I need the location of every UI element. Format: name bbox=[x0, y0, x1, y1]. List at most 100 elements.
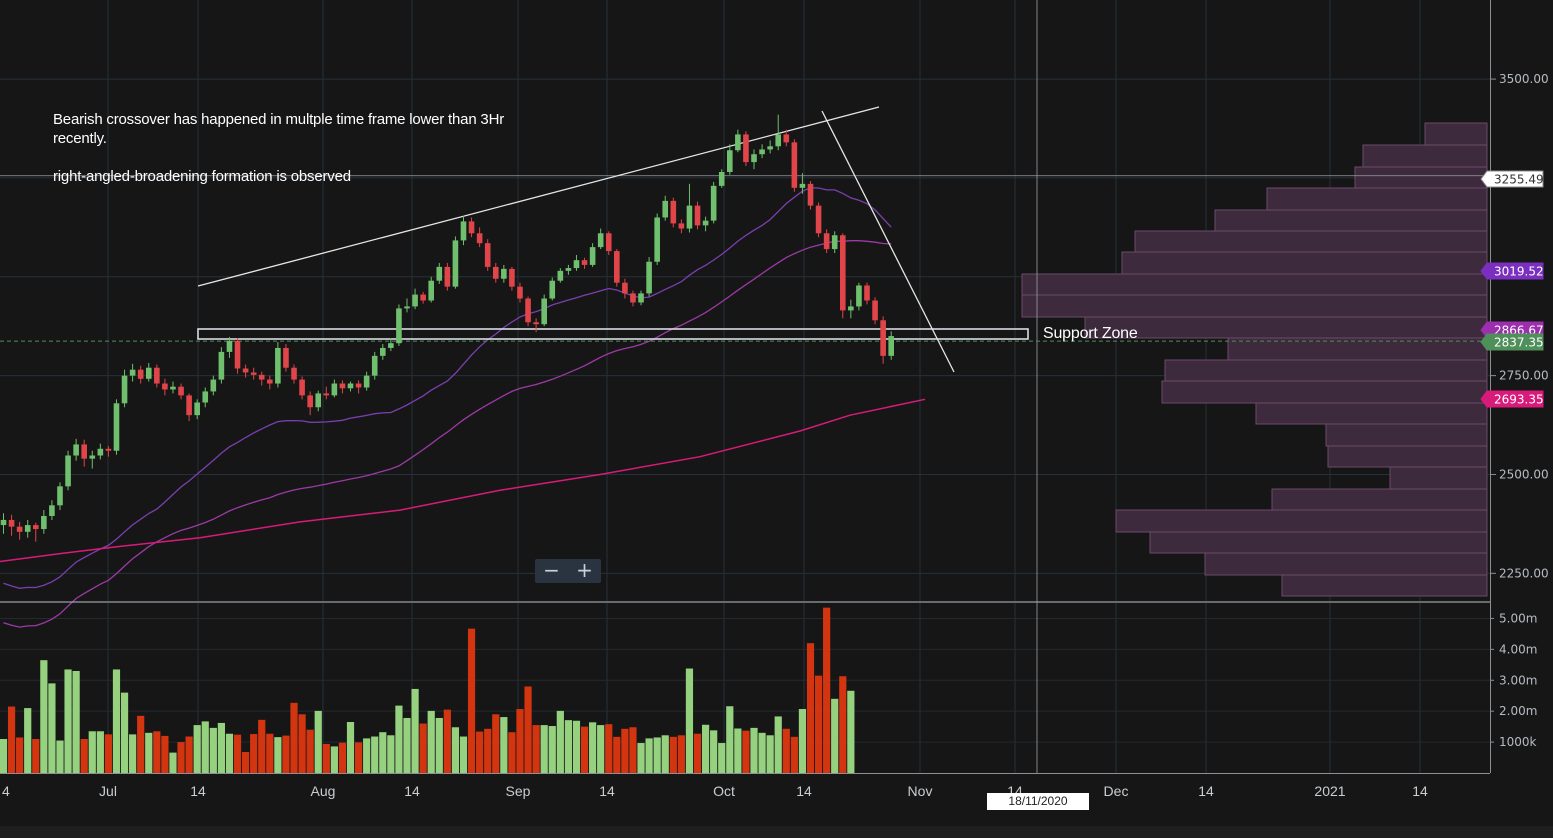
candle-body bbox=[24, 525, 31, 532]
support-zone-label[interactable]: Support Zone bbox=[1043, 325, 1138, 342]
volume-bar bbox=[56, 740, 64, 773]
candle-body bbox=[581, 260, 588, 265]
price-label-text: 3019.52 bbox=[1494, 265, 1544, 279]
candles bbox=[0, 114, 894, 542]
x-tick-label: Jul bbox=[99, 783, 117, 799]
volume-bar bbox=[129, 734, 137, 773]
volume-bar bbox=[589, 722, 597, 773]
price-tick-label: 3500.00 bbox=[1499, 72, 1549, 86]
zoom-in-button[interactable]: + bbox=[576, 558, 593, 582]
price-label-box bbox=[1480, 262, 1544, 280]
candle-body bbox=[218, 351, 225, 380]
profile-bar bbox=[1149, 531, 1488, 554]
candle-body bbox=[49, 505, 55, 516]
volume-bar bbox=[153, 731, 161, 773]
x-tick-label: Dec bbox=[1104, 783, 1129, 799]
volume-bar bbox=[766, 735, 774, 773]
candle-body bbox=[718, 171, 725, 186]
candle-body bbox=[242, 368, 249, 373]
candle-body bbox=[154, 367, 160, 384]
x-tick-label: Aug bbox=[311, 783, 336, 799]
volume-bar bbox=[40, 660, 48, 773]
candle-body bbox=[32, 525, 39, 530]
candle-body bbox=[492, 266, 499, 279]
profile-bar bbox=[1354, 166, 1488, 189]
candle-body bbox=[57, 486, 63, 506]
volume-bar bbox=[338, 742, 347, 773]
x-tick-label: 14 bbox=[796, 783, 812, 799]
volume-bar bbox=[298, 714, 306, 773]
volume-tick-label: 4.00m bbox=[1499, 642, 1537, 656]
candle-body bbox=[145, 367, 152, 379]
volume-bar bbox=[395, 705, 403, 773]
volume-bar bbox=[750, 727, 758, 773]
volume-bar bbox=[145, 732, 153, 773]
candle-body bbox=[630, 293, 636, 303]
candle-body bbox=[831, 235, 838, 250]
volume-profile bbox=[1021, 122, 1488, 597]
volume-bar bbox=[371, 736, 379, 773]
profile-bar bbox=[1362, 144, 1488, 168]
support-zone-box bbox=[197, 328, 1029, 340]
candle-body bbox=[8, 519, 15, 527]
volume-bar bbox=[0, 739, 8, 773]
candle-body bbox=[815, 205, 822, 234]
volume-bar bbox=[379, 732, 387, 773]
drawings[interactable] bbox=[0, 0, 1490, 773]
volume-bar bbox=[112, 669, 121, 773]
annotation-formation[interactable]: right-angled-broadening formation is obs… bbox=[53, 168, 351, 185]
volume-bar bbox=[32, 739, 40, 773]
volume-bar bbox=[330, 746, 338, 773]
crosshair-date-label: 18/11/2020 bbox=[987, 793, 1089, 810]
candle-body bbox=[839, 235, 846, 311]
volume-bar bbox=[387, 735, 395, 773]
volume-bar bbox=[661, 735, 669, 773]
annotation-crossover[interactable]: Bearish crossover has happened in multpl… bbox=[53, 111, 504, 147]
volume-bar bbox=[24, 708, 32, 773]
profile-bar bbox=[1327, 445, 1488, 468]
volume-bar bbox=[185, 736, 193, 773]
candle-body bbox=[283, 347, 289, 368]
candle-body bbox=[315, 393, 322, 408]
ma-50-line bbox=[3, 240, 892, 628]
volume-bar bbox=[363, 738, 371, 773]
candle-body bbox=[186, 395, 192, 416]
volume-bar bbox=[798, 709, 807, 773]
volume-bar bbox=[774, 716, 782, 773]
profile-bar bbox=[1115, 509, 1488, 533]
volume-bar bbox=[96, 731, 104, 773]
profile-bar bbox=[1325, 423, 1488, 447]
volume-bar bbox=[177, 742, 185, 773]
volume-bar bbox=[451, 727, 460, 773]
volume-bar bbox=[48, 683, 56, 773]
candle-body bbox=[501, 268, 507, 279]
x-tick-label: 4 bbox=[2, 783, 10, 799]
volume-bar bbox=[718, 743, 726, 773]
candle-body bbox=[759, 149, 765, 155]
volume-bar bbox=[233, 734, 242, 773]
candle-body bbox=[670, 200, 677, 224]
profile-bar bbox=[1214, 209, 1488, 232]
candle-body bbox=[573, 260, 580, 269]
volume-bar bbox=[120, 692, 129, 773]
x-tick-label: 14 bbox=[190, 783, 206, 799]
ma-20-line bbox=[3, 187, 892, 589]
volume-bar bbox=[306, 729, 314, 773]
x-tick-label: 14 bbox=[1198, 783, 1214, 799]
candle-body bbox=[105, 448, 112, 451]
candle-body bbox=[170, 386, 176, 390]
volume-bar bbox=[258, 719, 266, 773]
candle-body bbox=[654, 217, 660, 262]
candle-body bbox=[541, 298, 547, 325]
candle-body bbox=[614, 251, 620, 283]
volume-bar bbox=[710, 730, 718, 773]
volume-tick-label: 3.00m bbox=[1499, 673, 1537, 687]
candle-body bbox=[678, 223, 685, 229]
zoom-out-button[interactable]: − bbox=[543, 558, 560, 582]
profile-bar bbox=[1281, 574, 1488, 597]
profile-bar bbox=[1161, 380, 1488, 404]
candle-body bbox=[662, 200, 669, 218]
candle-body bbox=[517, 286, 523, 299]
